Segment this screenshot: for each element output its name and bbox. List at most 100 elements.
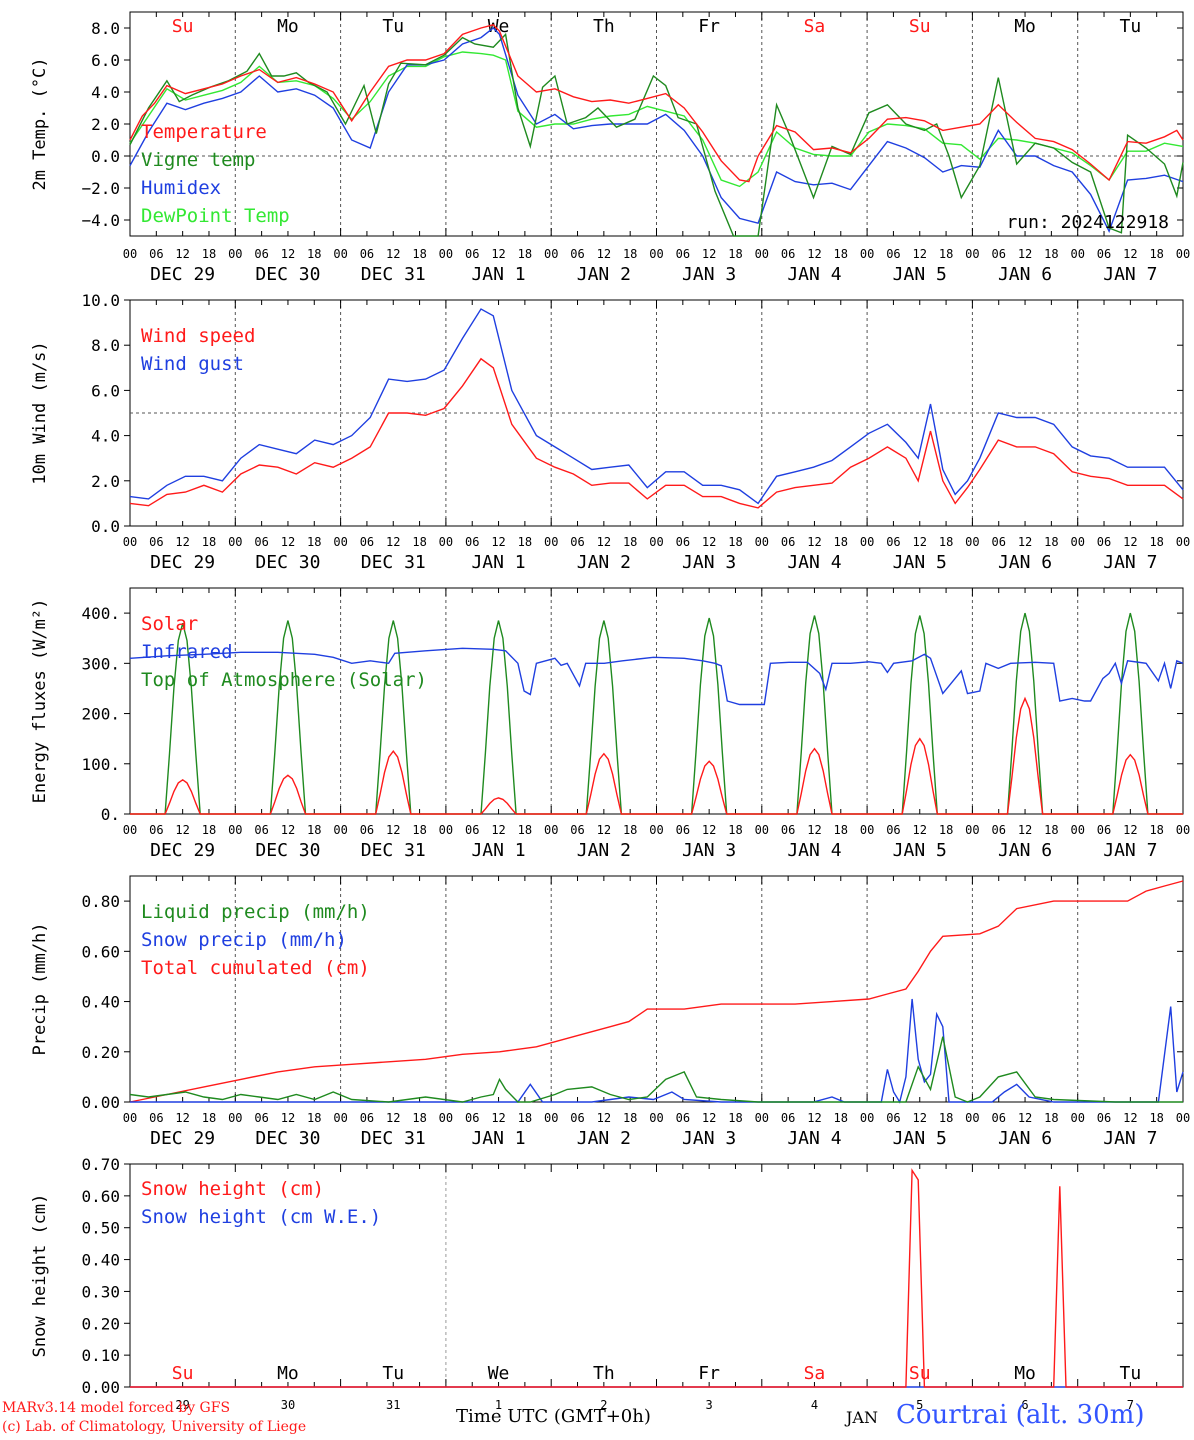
hour-tick-label: 12 xyxy=(386,823,400,837)
y-tick-label: 0. xyxy=(101,805,120,824)
day-number-label: 30 xyxy=(281,1398,295,1412)
day-label: JAN 6 xyxy=(998,552,1052,573)
y-tick-label: 0.50 xyxy=(81,1219,120,1238)
legend-entry: Total cumulated (cm) xyxy=(141,957,370,979)
hour-tick-label: 12 xyxy=(491,247,505,261)
y-tick-label: 0.80 xyxy=(81,892,120,911)
hour-tick-label: 06 xyxy=(254,1111,268,1125)
month-label: JAN xyxy=(846,1408,878,1427)
hour-tick-label: 06 xyxy=(570,1111,584,1125)
hour-tick-label: 06 xyxy=(991,1111,1005,1125)
hour-tick-label: 18 xyxy=(518,535,532,549)
day-label: DEC 29 xyxy=(150,264,215,285)
hour-tick-label: 12 xyxy=(491,535,505,549)
day-label: DEC 29 xyxy=(150,552,215,573)
day-label: DEC 30 xyxy=(255,264,320,285)
hour-tick-label: 06 xyxy=(360,247,374,261)
y-axis-label: Energy fluxes (W/m²) xyxy=(30,599,50,804)
hour-tick-label: 18 xyxy=(834,823,848,837)
day-label: JAN 2 xyxy=(577,264,631,285)
hour-tick-label: 18 xyxy=(412,535,426,549)
hour-tick-label: 00 xyxy=(965,247,979,261)
day-label: DEC 31 xyxy=(361,1128,426,1149)
hour-tick-label: 00 xyxy=(228,823,242,837)
hour-tick-label: 18 xyxy=(728,1111,742,1125)
y-tick-label: 8.0 xyxy=(91,336,120,355)
hour-tick-label: 06 xyxy=(1097,535,1111,549)
hour-tick-label: 00 xyxy=(439,1111,453,1125)
y-tick-label: 0.20 xyxy=(81,1043,120,1062)
day-label: JAN 2 xyxy=(577,552,631,573)
hour-tick-label: 12 xyxy=(913,247,927,261)
y-tick-label: 100. xyxy=(81,755,120,774)
day-label: JAN 1 xyxy=(471,552,525,573)
hour-tick-label: 12 xyxy=(386,247,400,261)
hour-tick-label: 12 xyxy=(1018,1111,1032,1125)
y-tick-label: 0.00 xyxy=(81,1378,120,1397)
hour-tick-label: 00 xyxy=(333,535,347,549)
legend-entry: Wind gust xyxy=(141,353,244,375)
hour-tick-label: 12 xyxy=(491,823,505,837)
hour-tick-label: 06 xyxy=(570,247,584,261)
hour-tick-label: 12 xyxy=(491,1111,505,1125)
hour-tick-label: 06 xyxy=(781,823,795,837)
hour-tick-label: 18 xyxy=(623,247,637,261)
weekday-label: Tu xyxy=(1120,1363,1142,1384)
model-credit: MARv3.14 model forced by GFS xyxy=(2,1400,231,1416)
liquid-precip-mm-h-series xyxy=(129,1036,1183,1103)
hour-tick-label: 00 xyxy=(755,823,769,837)
hour-tick-label: 18 xyxy=(1044,535,1058,549)
day-number-label: 29 xyxy=(175,1398,189,1412)
y-axis-label: 2m Temp. (°C) xyxy=(30,57,50,190)
hour-tick-label: 00 xyxy=(755,535,769,549)
hour-tick-label: 00 xyxy=(860,823,874,837)
hour-tick-label: 00 xyxy=(755,247,769,261)
hour-tick-label: 18 xyxy=(412,823,426,837)
hour-tick-label: 06 xyxy=(254,247,268,261)
day-label: DEC 29 xyxy=(150,840,215,861)
weekday-label: Th xyxy=(593,16,615,37)
hour-tick-label: 06 xyxy=(254,535,268,549)
snow-precip-mm-h-series xyxy=(130,998,1184,1104)
hour-tick-label: 18 xyxy=(1044,823,1058,837)
hour-tick-label: 12 xyxy=(702,823,716,837)
hour-tick-label: 06 xyxy=(1097,1111,1111,1125)
y-tick-label: 0.60 xyxy=(81,942,120,961)
temp-panel: −4.0 −2.0 0.0 2.0 4.0 6.0 8.0 2m Temp. (°C) Su Mo… xyxy=(30,11,1190,285)
day-label: JAN 3 xyxy=(682,1128,736,1149)
day-label: DEC 31 xyxy=(361,264,426,285)
hour-tick-label: 18 xyxy=(623,535,637,549)
hour-tick-label: 06 xyxy=(465,535,479,549)
legend-entry: Snow height (cm W.E.) xyxy=(141,1206,381,1228)
weekday-label: Mo xyxy=(277,1363,299,1384)
hour-tick-label: 00 xyxy=(1070,1111,1084,1125)
hour-tick-label: 12 xyxy=(702,535,716,549)
hour-tick-label: 06 xyxy=(781,535,795,549)
y-axis-label: 10m Wind (m/s) xyxy=(30,341,50,484)
legend-entry: DewPoint Temp xyxy=(141,205,290,227)
lab-credit: (c) Lab. of Climatology, University of L… xyxy=(2,1419,307,1435)
day-number-label: 31 xyxy=(386,1398,400,1412)
hour-tick-label: 00 xyxy=(123,1111,137,1125)
hour-tick-label: 06 xyxy=(676,823,690,837)
hour-tick-label: 18 xyxy=(623,823,637,837)
hour-tick-label: 18 xyxy=(834,247,848,261)
hour-tick-label: 12 xyxy=(597,823,611,837)
hour-tick-label: 18 xyxy=(1044,1111,1058,1125)
hour-tick-label: 12 xyxy=(807,1111,821,1125)
time-axis-label: Time UTC (GMT+0h) xyxy=(456,1406,651,1427)
weekday-label: Tu xyxy=(1120,16,1142,37)
hour-tick-label: 00 xyxy=(649,247,663,261)
y-tick-label: −4.0 xyxy=(81,211,120,230)
hour-tick-label: 18 xyxy=(202,1111,216,1125)
hour-tick-label: 06 xyxy=(465,823,479,837)
weekday-label: Tu xyxy=(382,1363,404,1384)
hour-tick-label: 12 xyxy=(386,535,400,549)
hour-tick-label: 18 xyxy=(412,247,426,261)
hour-tick-label: 06 xyxy=(991,823,1005,837)
hour-tick-label: 00 xyxy=(649,823,663,837)
legend-entry: Humidex xyxy=(141,177,221,199)
energy-panel: 0. 100. 200. 300. 400. Energy fluxes (W/m²) 00… xyxy=(30,587,1190,861)
hour-tick-label: 00 xyxy=(544,535,558,549)
